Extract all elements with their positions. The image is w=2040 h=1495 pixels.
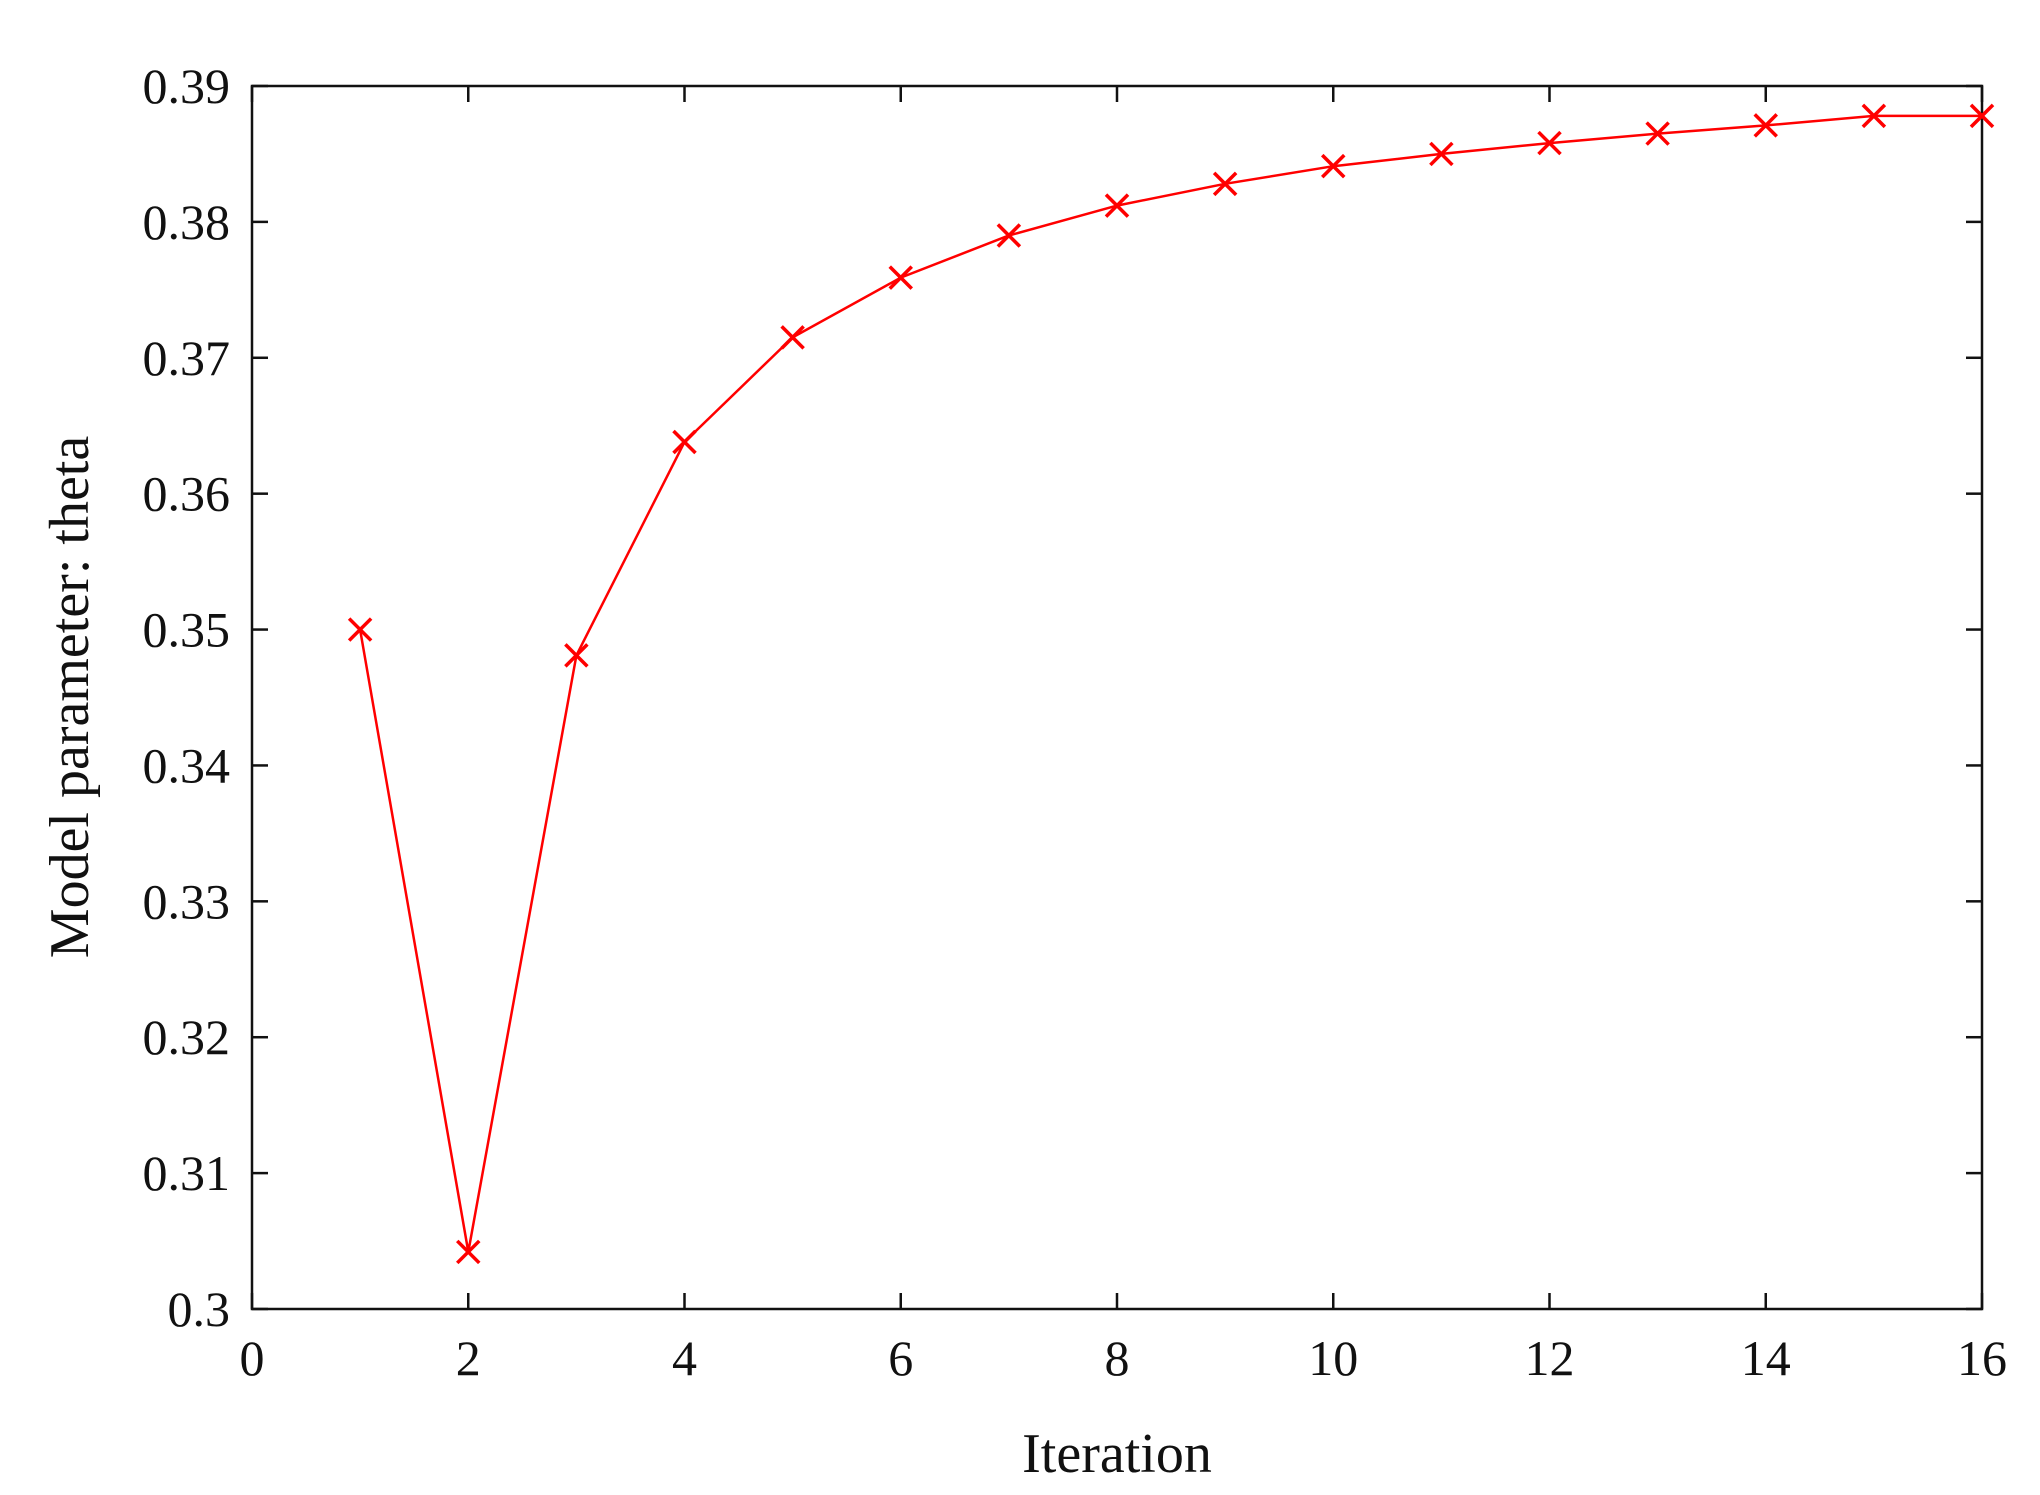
data-point-marker xyxy=(1537,130,1562,156)
data-point-marker xyxy=(672,429,697,455)
y-tick-label: 0.38 xyxy=(143,194,231,250)
y-tick-label: 0.31 xyxy=(143,1145,231,1201)
data-point-marker xyxy=(1429,141,1454,167)
x-tick-label: 16 xyxy=(1957,1330,2007,1386)
y-tick-label: 0.37 xyxy=(143,330,231,386)
y-tick-label: 0.33 xyxy=(143,873,231,929)
data-point-marker xyxy=(1861,103,1887,129)
y-tick-label: 0.3 xyxy=(168,1281,231,1337)
data-point-marker xyxy=(1969,103,1995,129)
y-tick-label: 0.34 xyxy=(143,737,231,793)
series-markers xyxy=(347,103,1995,1265)
x-tick-label: 10 xyxy=(1308,1330,1358,1386)
y-axis-title: Model parameter: theta xyxy=(39,436,101,959)
x-tick-label: 14 xyxy=(1741,1330,1791,1386)
data-point-marker xyxy=(1753,113,1778,138)
x-tick-label: 12 xyxy=(1525,1330,1575,1386)
series-line xyxy=(358,114,1982,1253)
x-tick-label: 2 xyxy=(456,1330,481,1386)
x-tick-label: 6 xyxy=(888,1330,913,1386)
data-point-marker xyxy=(780,325,805,350)
data-point-marker xyxy=(564,643,589,668)
y-tick-label: 0.32 xyxy=(143,1009,231,1065)
data-point-marker xyxy=(1212,171,1238,197)
data-point-marker xyxy=(1321,153,1346,179)
x-axis-title: Iteration xyxy=(1022,1423,1212,1485)
data-point-marker xyxy=(996,223,1022,248)
x-tick-label: 4 xyxy=(672,1330,697,1386)
data-point-marker xyxy=(347,617,373,642)
x-tick-labels: 0 2 4 6 8 10 12 14 16 xyxy=(240,1330,2008,1386)
y-tick-label: 0.36 xyxy=(143,466,231,522)
data-point-marker xyxy=(888,265,913,290)
data-point-marker xyxy=(1645,121,1670,146)
x-tick-label: 8 xyxy=(1105,1330,1130,1386)
axis-ticks xyxy=(250,84,1984,1311)
plot-area xyxy=(250,84,1984,1311)
y-tick-label: 0.39 xyxy=(143,58,231,114)
y-tick-labels: 0.3 0.31 0.32 0.33 0.34 0.35 0.36 0.37 0.38 0.39 xyxy=(143,58,231,1337)
data-point-marker xyxy=(456,1239,481,1265)
y-tick-label: 0.35 xyxy=(143,602,231,658)
data-point-marker xyxy=(1104,193,1130,218)
x-tick-label: 0 xyxy=(240,1330,265,1386)
